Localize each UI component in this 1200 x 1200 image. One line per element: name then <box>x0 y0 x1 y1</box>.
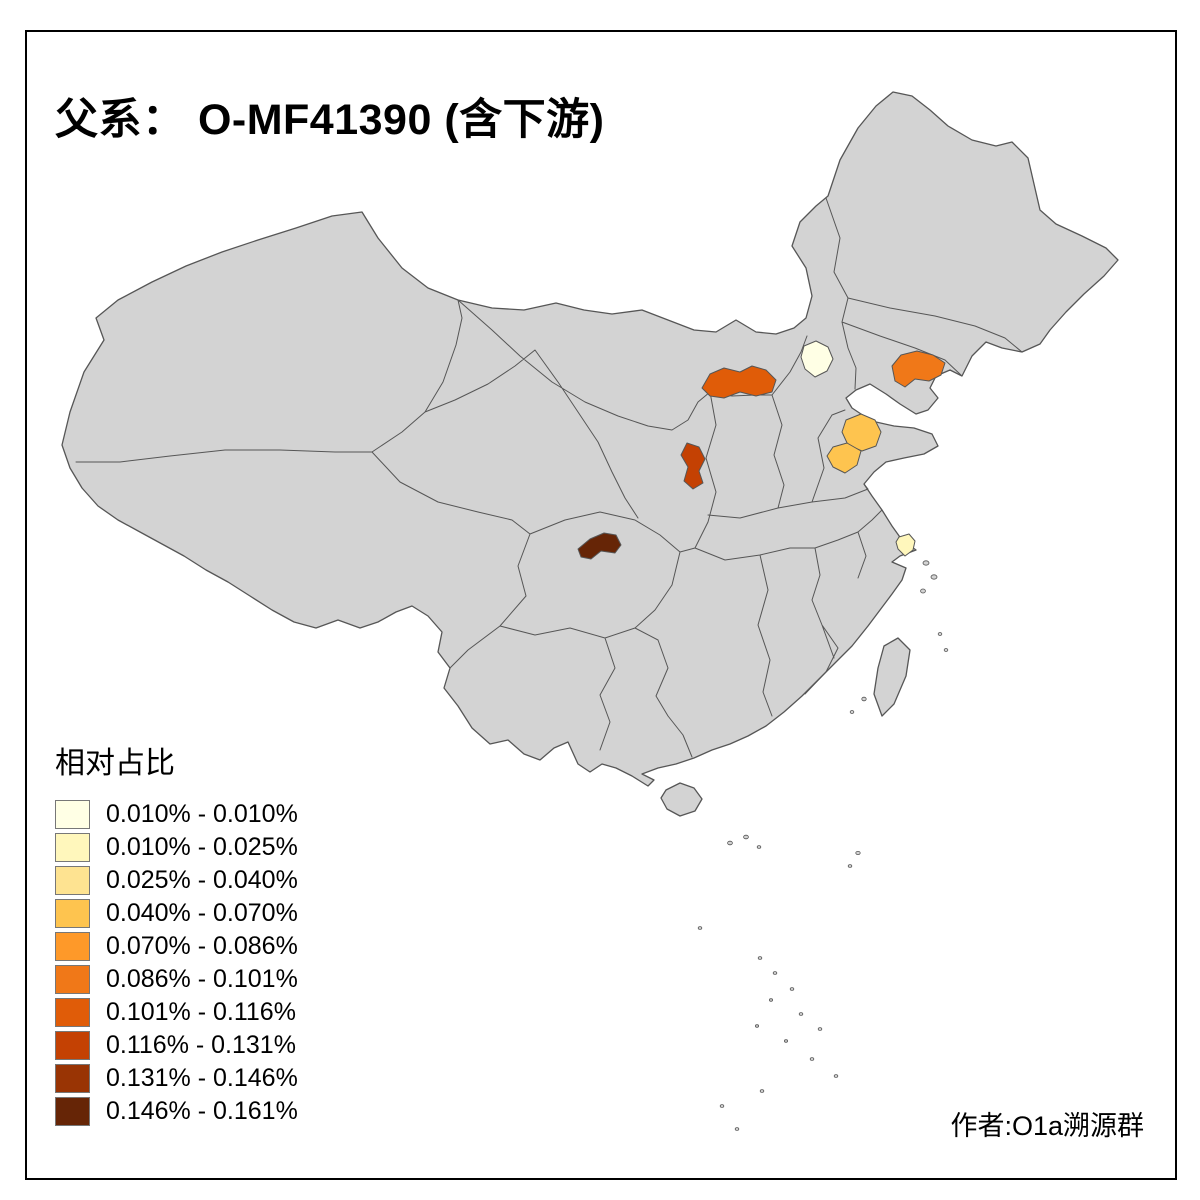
legend-label: 0.040% - 0.070% <box>106 899 298 927</box>
map-title: 父系： O-MF41390 (含下游) <box>55 95 605 144</box>
legend-title: 相对占比 <box>55 747 175 780</box>
legend-swatch <box>55 1097 90 1126</box>
legend-label: 0.101% - 0.116% <box>106 998 296 1026</box>
legend-label: 0.070% - 0.086% <box>106 932 298 960</box>
highlighted-regions <box>577 340 946 560</box>
legend-swatch <box>55 800 90 829</box>
legend-swatch <box>55 1031 90 1060</box>
legend-label: 0.010% - 0.025% <box>106 833 298 861</box>
legend-label: 0.086% - 0.101% <box>106 965 298 993</box>
legend-item: 0.101% - 0.116% <box>55 998 298 1027</box>
legend-label: 0.146% - 0.161% <box>106 1097 298 1125</box>
author-credit: 作者:O1a溯源群 <box>950 1111 1144 1141</box>
region-shaanxi-north <box>680 442 706 490</box>
region-shandong-southwest <box>826 442 862 474</box>
legend-item: 0.131% - 0.146% <box>55 1064 298 1093</box>
legend-swatch <box>55 899 90 928</box>
region-liaoning-coast <box>891 350 946 388</box>
legend-item: 0.146% - 0.161% <box>55 1097 298 1126</box>
legend-label: 0.025% - 0.040% <box>106 866 298 894</box>
legend-swatch <box>55 833 90 862</box>
legend: 相对占比 0.010% - 0.010% 0.010% - 0.025% 0.0… <box>55 738 298 1126</box>
legend-item: 0.010% - 0.010% <box>55 800 298 829</box>
hainan-island <box>660 782 703 817</box>
legend-item: 0.025% - 0.040% <box>55 866 298 895</box>
plot-frame <box>25 30 1177 1180</box>
legend-item: 0.040% - 0.070% <box>55 899 298 928</box>
coastal-islets <box>849 560 949 714</box>
legend-items: 0.010% - 0.010% 0.010% - 0.025% 0.025% -… <box>55 800 298 1126</box>
legend-swatch <box>55 866 90 895</box>
legend-label: 0.010% - 0.010% <box>106 800 298 828</box>
region-inner-mongolia-central <box>701 365 777 399</box>
taiwan-island <box>873 637 911 717</box>
legend-swatch <box>55 1064 90 1093</box>
legend-item: 0.116% - 0.131% <box>55 1031 298 1060</box>
china-outline <box>61 91 1119 787</box>
legend-swatch <box>55 998 90 1027</box>
region-sichuan-west <box>577 532 622 560</box>
legend-item: 0.010% - 0.025% <box>55 833 298 862</box>
legend-label: 0.131% - 0.146% <box>106 1064 298 1092</box>
legend-swatch <box>55 965 90 994</box>
region-beijing <box>800 340 834 378</box>
province-borders <box>75 197 1023 758</box>
region-shandong-north <box>841 413 882 452</box>
south-china-sea-islands <box>697 834 861 1131</box>
legend-swatch <box>55 932 90 961</box>
legend-item: 0.086% - 0.101% <box>55 965 298 994</box>
legend-item: 0.070% - 0.086% <box>55 932 298 961</box>
legend-label: 0.116% - 0.131% <box>106 1031 296 1059</box>
region-shanghai <box>895 533 916 557</box>
